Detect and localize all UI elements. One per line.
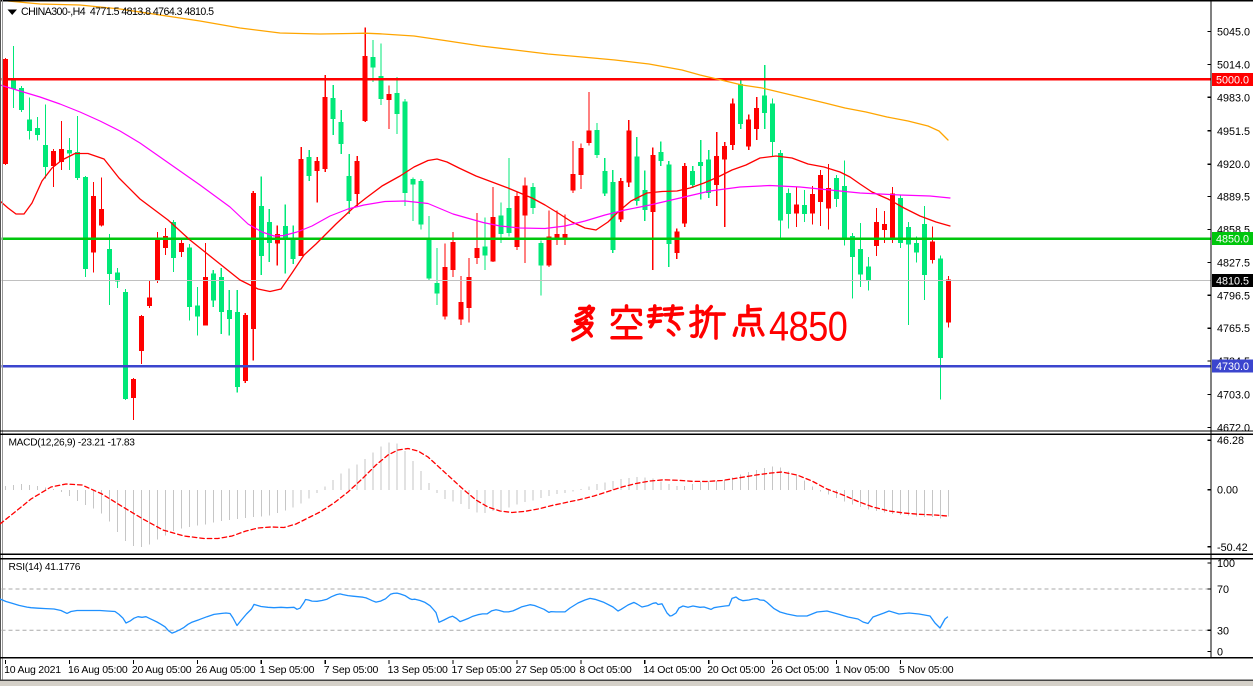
- svg-text:16 Aug 05:00: 16 Aug 05:00: [68, 664, 128, 676]
- svg-text:4850.0: 4850.0: [1216, 234, 1249, 246]
- svg-text:27 Sep 05:00: 27 Sep 05:00: [516, 664, 576, 676]
- svg-text:4730.0: 4730.0: [1216, 361, 1249, 373]
- svg-text:14 Oct 05:00: 14 Oct 05:00: [643, 664, 701, 676]
- svg-text:10 Aug 2021: 10 Aug 2021: [4, 664, 61, 676]
- svg-text:4672.0: 4672.0: [1217, 422, 1250, 434]
- svg-text:4796.5: 4796.5: [1217, 290, 1250, 302]
- svg-text:100: 100: [1217, 558, 1235, 570]
- svg-text:RSI(14) 41.1776: RSI(14) 41.1776: [9, 562, 81, 573]
- svg-text:46.28: 46.28: [1217, 435, 1244, 447]
- svg-text:5014.0: 5014.0: [1217, 59, 1250, 71]
- svg-text:26 Oct 05:00: 26 Oct 05:00: [771, 664, 829, 676]
- svg-text:5045.0: 5045.0: [1217, 27, 1250, 39]
- svg-text:17 Sep 05:00: 17 Sep 05:00: [452, 664, 512, 676]
- svg-text:MACD(12,26,9) -23.21 -17.83: MACD(12,26,9) -23.21 -17.83: [9, 438, 136, 449]
- svg-text:70: 70: [1217, 584, 1229, 596]
- svg-text:4889.5: 4889.5: [1217, 192, 1250, 204]
- svg-text:8 Oct 05:00: 8 Oct 05:00: [579, 664, 631, 676]
- svg-text:5 Nov 05:00: 5 Nov 05:00: [899, 664, 954, 676]
- svg-text:0: 0: [1217, 647, 1223, 659]
- svg-text:4810.5: 4810.5: [1216, 275, 1249, 287]
- svg-text:5000.0: 5000.0: [1216, 74, 1249, 86]
- svg-text:1 Sep 05:00: 1 Sep 05:00: [260, 664, 315, 676]
- svg-text:30: 30: [1217, 625, 1229, 637]
- svg-text:1 Nov 05:00: 1 Nov 05:00: [835, 664, 890, 676]
- svg-text:4765.5: 4765.5: [1217, 323, 1250, 335]
- svg-text:-50.42: -50.42: [1217, 542, 1248, 554]
- svg-text:4827.5: 4827.5: [1217, 257, 1250, 269]
- svg-text:0.00: 0.00: [1217, 485, 1238, 497]
- svg-text:4850: 4850: [769, 304, 847, 350]
- svg-text:20 Aug 05:00: 20 Aug 05:00: [132, 664, 192, 676]
- svg-text:CHINA300-,H4 4771.5 4813.8 47: CHINA300-,H4 4771.5 4813.8 4764.3 4810.5: [21, 6, 214, 18]
- svg-text:4703.0: 4703.0: [1217, 390, 1250, 402]
- svg-text:4951.5: 4951.5: [1217, 126, 1250, 138]
- svg-text:7 Sep 05:00: 7 Sep 05:00: [324, 664, 379, 676]
- svg-text:13 Sep 05:00: 13 Sep 05:00: [388, 664, 448, 676]
- svg-text:4983.0: 4983.0: [1217, 92, 1250, 104]
- svg-text:20 Oct 05:00: 20 Oct 05:00: [707, 664, 765, 676]
- svg-text:4920.0: 4920.0: [1217, 159, 1250, 171]
- svg-text:26 Aug 05:00: 26 Aug 05:00: [196, 664, 256, 676]
